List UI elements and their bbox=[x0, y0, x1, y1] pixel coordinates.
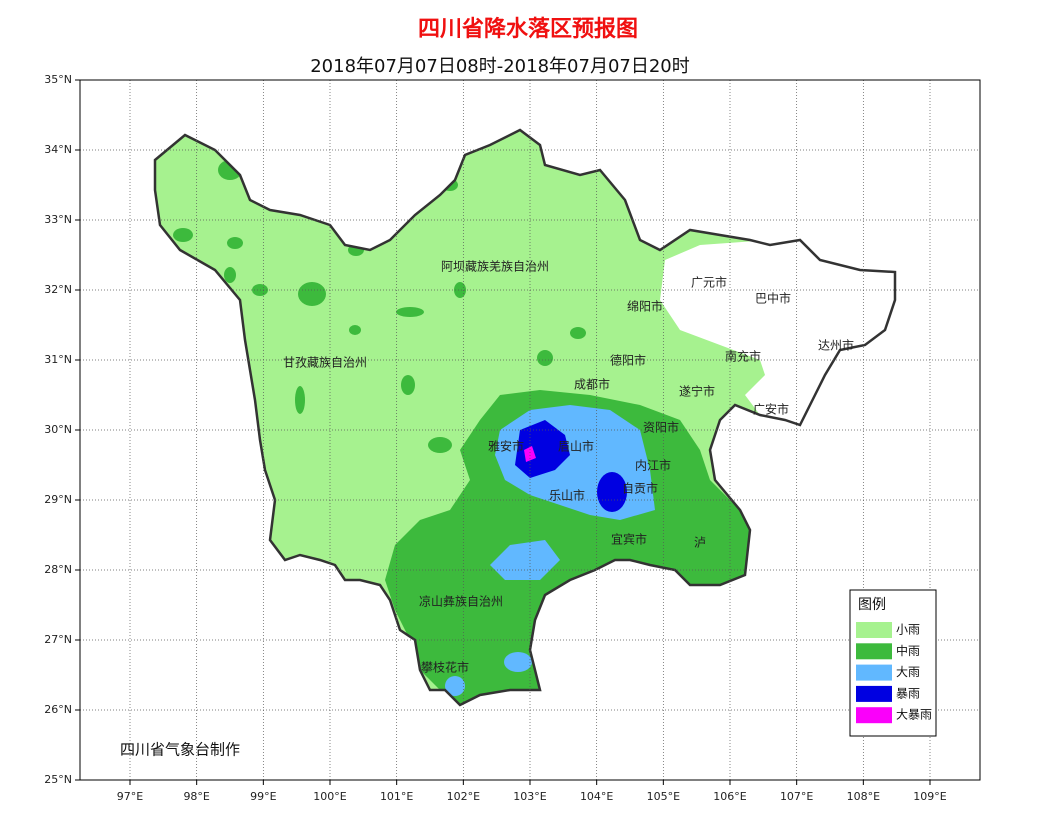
lon-label: 99°E bbox=[250, 790, 276, 803]
lon-label: 105°E bbox=[647, 790, 680, 803]
place-label: 眉山市 bbox=[558, 439, 594, 454]
legend-swatch bbox=[856, 685, 892, 702]
legend-title: 图例 bbox=[858, 597, 886, 613]
place-label: 甘孜藏族自治州 bbox=[283, 356, 367, 370]
lat-label: 27°N bbox=[44, 633, 72, 646]
lat-label: 26°N bbox=[44, 703, 72, 716]
lon-label: 104°E bbox=[580, 790, 613, 803]
lat-label: 25°N bbox=[44, 773, 72, 786]
lon-label: 101°E bbox=[380, 790, 413, 803]
legend-swatch bbox=[856, 643, 892, 660]
place-label: 遂宁市 bbox=[679, 384, 715, 399]
lon-label: 107°E bbox=[780, 790, 813, 803]
title: 四川省降水落区预报图 bbox=[418, 17, 638, 42]
place-label: 宜宾市 bbox=[611, 532, 647, 547]
place-label: 雅安市 bbox=[488, 439, 524, 454]
lat-label: 35°N bbox=[44, 73, 72, 86]
lon-label: 109°E bbox=[913, 790, 946, 803]
place-label: 阿坝藏族羌族自治州 bbox=[441, 260, 549, 274]
lat-label: 33°N bbox=[44, 213, 72, 226]
legend-swatch bbox=[856, 707, 892, 724]
place-label: 泸 bbox=[694, 536, 706, 550]
legend-label: 暴雨 bbox=[896, 686, 920, 700]
place-label: 德阳市 bbox=[610, 353, 646, 368]
place-label: 攀枝花市 bbox=[421, 660, 469, 675]
precip-areas bbox=[153, 128, 897, 707]
place-label: 乐山市 bbox=[549, 488, 585, 503]
place-label: 绵阳市 bbox=[627, 299, 663, 314]
lat-label: 28°N bbox=[44, 563, 72, 576]
lat-label: 32°N bbox=[44, 283, 72, 296]
place-label: 达州市 bbox=[818, 338, 854, 353]
place-label: 广安市 bbox=[753, 402, 789, 417]
place-label: 内江市 bbox=[635, 458, 671, 473]
subtitle: 2018年07月07日08时-2018年07月07日20时 bbox=[310, 56, 690, 77]
lon-label: 98°E bbox=[183, 790, 209, 803]
place-label: 自贡市 bbox=[622, 481, 658, 496]
legend-label: 中雨 bbox=[896, 643, 920, 658]
lon-label: 100°E bbox=[313, 790, 346, 803]
place-label: 成都市 bbox=[574, 377, 610, 392]
graticule: 35°N 34°N 33°N 32°N 31°N 30°N 29°N 28°N 27°N 26°N… bbox=[44, 73, 980, 803]
place-label: 凉山彝族自治州 bbox=[419, 594, 503, 609]
lat-label: 29°N bbox=[44, 493, 72, 506]
legend-swatch bbox=[856, 622, 892, 638]
lon-label: 106°E bbox=[713, 790, 746, 803]
legend-label: 大雨 bbox=[896, 665, 920, 679]
credit: 四川省气象台制作 bbox=[120, 741, 240, 759]
map-frame bbox=[79, 79, 981, 781]
place-label: 资阳市 bbox=[643, 420, 679, 435]
legend-swatch bbox=[856, 664, 892, 681]
lon-label: 108°E bbox=[847, 790, 880, 803]
lon-label: 97°E bbox=[117, 790, 143, 803]
lat-label: 34°N bbox=[44, 143, 72, 156]
place-label: 巴中市 bbox=[755, 291, 791, 306]
legend-label: 大暴雨 bbox=[896, 708, 932, 722]
lon-label: 103°E bbox=[513, 790, 546, 803]
lon-label: 102°E bbox=[447, 790, 480, 803]
place-label: 南充市 bbox=[725, 349, 761, 364]
legend-label: 小雨 bbox=[896, 623, 920, 637]
lat-label: 31°N bbox=[44, 353, 72, 366]
lat-label: 30°N bbox=[44, 423, 72, 436]
place-label: 广元市 bbox=[691, 275, 727, 290]
